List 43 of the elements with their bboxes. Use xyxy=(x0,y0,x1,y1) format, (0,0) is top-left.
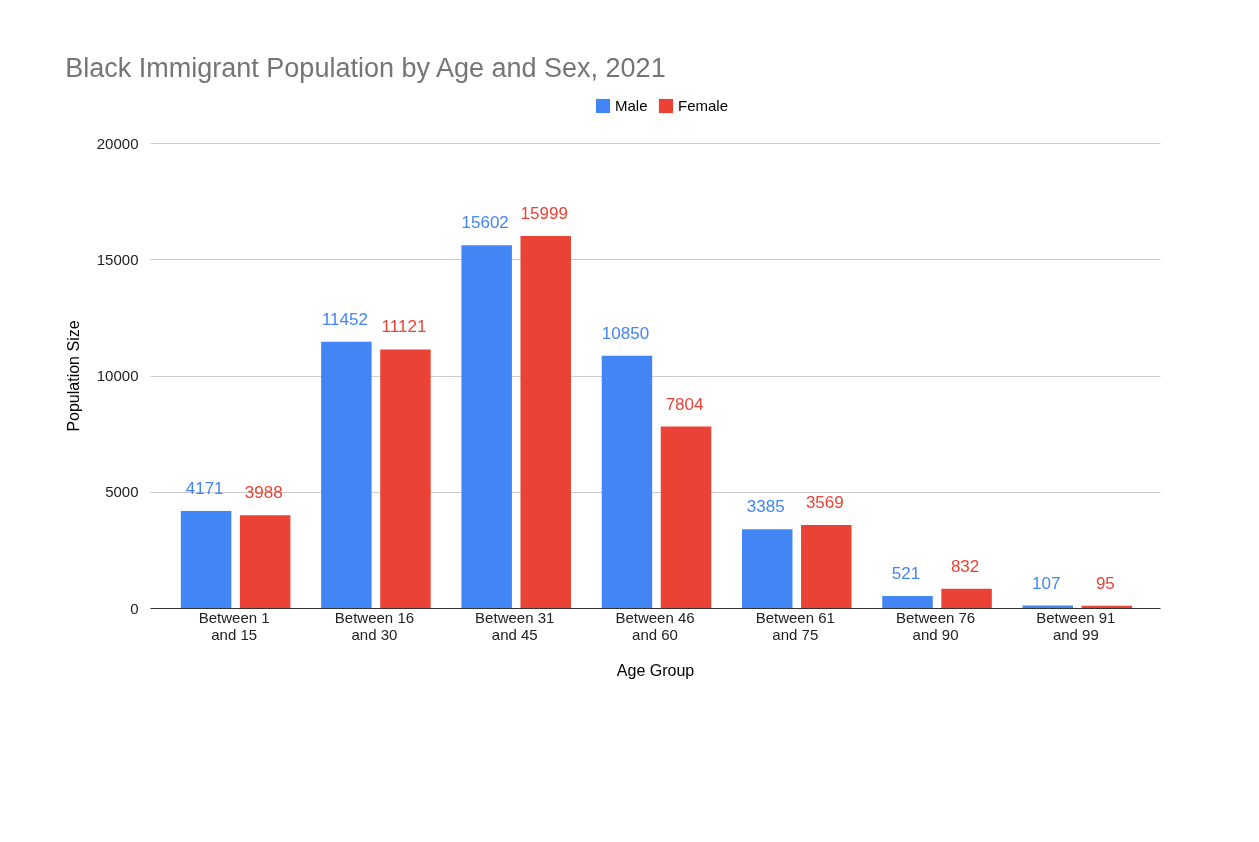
data-label: 15999 xyxy=(520,204,568,224)
y-tick-label: 5000 xyxy=(105,483,139,501)
chart-title: Black Immigrant Population by Age and Sex, 2021 xyxy=(65,53,666,83)
bar xyxy=(660,426,712,608)
data-label: 10850 xyxy=(601,323,650,343)
data-label: 95 xyxy=(1095,573,1115,593)
legend-label: Female xyxy=(678,97,729,114)
y-axis-title: Population Size xyxy=(64,320,82,432)
data-label: 7804 xyxy=(665,394,704,414)
legend-label: Male xyxy=(615,97,648,114)
bar xyxy=(180,511,232,608)
x-axis-title: Age Group xyxy=(616,661,695,679)
x-tick-label: Between 46 and 60 xyxy=(615,608,695,643)
data-label: 832 xyxy=(950,556,980,576)
bar xyxy=(461,245,512,608)
x-tick-label: Between 61 and 75 xyxy=(755,608,835,643)
bar xyxy=(321,341,372,608)
data-label: 521 xyxy=(891,563,921,583)
x-tick-label: Between 91 and 99 xyxy=(1036,608,1116,643)
y-tick-label: 20000 xyxy=(96,134,139,152)
data-label: 3569 xyxy=(805,493,844,513)
y-tick-label: 0 xyxy=(130,599,139,617)
y-tick-label: 15000 xyxy=(96,250,139,268)
x-tick-label: Between 31 and 45 xyxy=(475,608,555,643)
data-label: 15602 xyxy=(461,213,509,233)
bar xyxy=(520,236,571,608)
bar xyxy=(941,588,992,608)
data-label: 3988 xyxy=(244,483,283,503)
bar xyxy=(380,349,431,608)
data-label: 107 xyxy=(1032,573,1061,593)
bar xyxy=(882,595,933,608)
data-label: 4171 xyxy=(185,479,224,499)
x-tick-label: Between 1 and 15 xyxy=(198,608,270,643)
x-tick-label: Between 76 and 90 xyxy=(895,608,976,643)
data-label: 3385 xyxy=(746,497,785,517)
bar xyxy=(801,525,852,608)
data-label: 11452 xyxy=(321,309,368,329)
y-tick-label: 10000 xyxy=(96,367,139,384)
x-tick-label: Between 16 and 30 xyxy=(334,608,415,643)
bar xyxy=(741,529,793,608)
bar xyxy=(601,355,653,608)
bar xyxy=(239,515,291,608)
data-label: 11121 xyxy=(381,317,427,337)
